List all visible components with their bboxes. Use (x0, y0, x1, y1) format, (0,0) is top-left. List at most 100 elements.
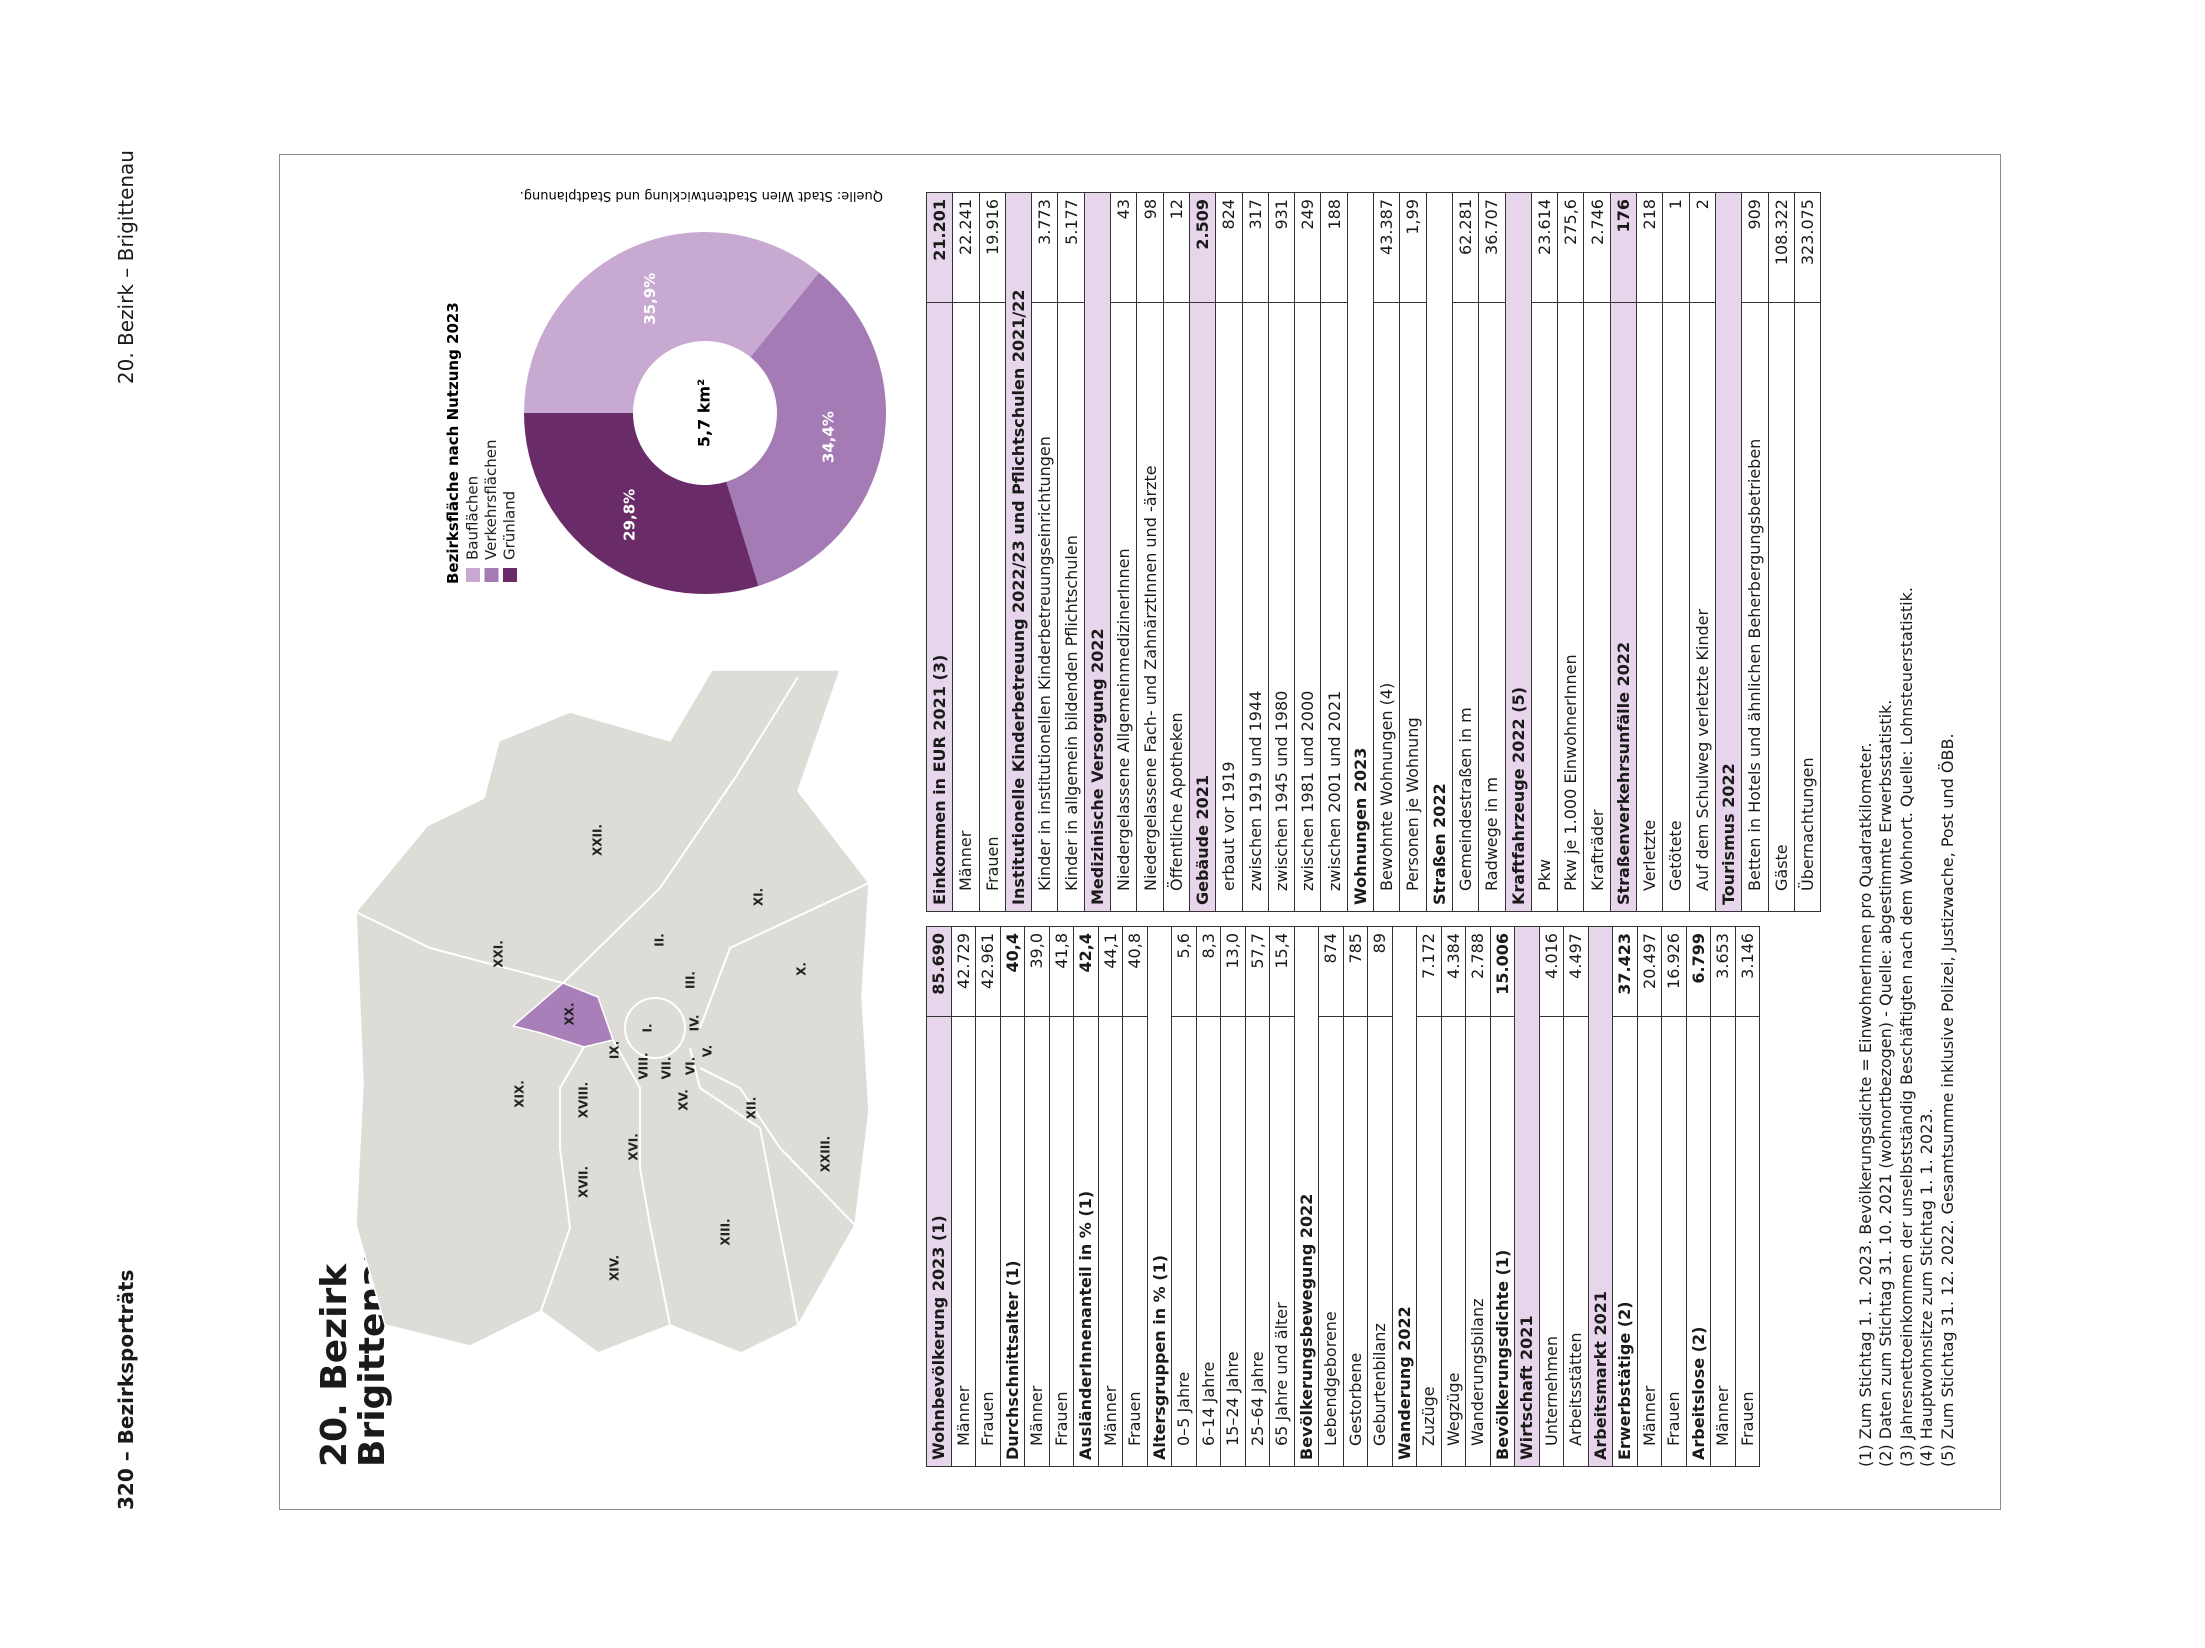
table-row: Betten in Hotels und ähnlichen Beherberg… (1741, 192, 1768, 912)
legend-swatch (484, 568, 499, 582)
row-value: 7.172 (1416, 926, 1441, 1017)
row-label: Krafträder (1583, 302, 1611, 912)
section-value: 40,4 (1000, 926, 1025, 1017)
row-label: Wanderungsbilanz (1465, 1016, 1490, 1467)
section-label: Wanderung 2022 (1392, 926, 1417, 1467)
row-value: 42.729 (951, 926, 976, 1017)
row-value: 323.075 (1794, 192, 1821, 303)
row-label: Männer (1098, 1016, 1123, 1467)
table-row: Erwerbstätige (2) 37.423 (1612, 926, 1637, 1467)
donut-value-label: 34,4% (820, 411, 838, 463)
table: Wohnbevölkerung 2023 (1) 85.690 Männer 42.7… (926, 926, 1760, 1467)
row-label: 15–24 Jahre (1220, 1016, 1245, 1467)
row-label: Radwege in m (1478, 302, 1506, 912)
district-label: III. (684, 971, 698, 989)
source: Quelle: Stadt Wien Stadtentwicklung und … (520, 188, 883, 203)
table-row: Auf dem Schulweg verletzte Kinder 2 (1689, 192, 1716, 912)
section-value: 2.509 (1189, 192, 1216, 303)
row-value: 2 (1689, 192, 1716, 303)
legend-label: Verkehrsflächen (482, 440, 500, 561)
district-label: X. (795, 962, 809, 976)
table-row: Gebäude 2021 2.509 (1189, 192, 1216, 912)
row-value: 43 (1110, 192, 1137, 303)
row-value: 42.961 (975, 926, 1000, 1017)
border (699, 1067, 856, 1226)
row-label: Pkw je 1.000 EinwohnerInnen (1557, 302, 1584, 912)
row-value: 909 (1741, 192, 1768, 303)
row-label: Frauen (1735, 1016, 1760, 1467)
table-row: Arbeitsstätten 4.497 (1563, 926, 1588, 1467)
table-row: Bevölkerungsdichte (1) 15.006 (1490, 926, 1515, 1467)
table-row: Frauen 40,8 (1122, 926, 1147, 1467)
table-row: Männer 20.497 (1637, 926, 1662, 1467)
row-value: 89 (1367, 926, 1392, 1017)
legend-label: Bauflächen (464, 476, 482, 560)
table-row: Wegzüge 4.384 (1441, 926, 1466, 1467)
donut-segment (524, 232, 820, 413)
table-row: Kinder in institutionellen Kinderbetreuu… (1031, 192, 1058, 912)
row-value: 3.773 (1031, 192, 1058, 303)
table-row: Pkw je 1.000 EinwohnerInnen 275,6 (1557, 192, 1584, 912)
section-label: AusländerInnenanteil in % (1) (1073, 1016, 1098, 1467)
row-value: 4.497 (1563, 926, 1588, 1017)
row-label: Getötete (1662, 302, 1690, 912)
row-value: 8,3 (1196, 926, 1221, 1017)
row-value: 5,6 (1171, 926, 1196, 1017)
row-value: 874 (1318, 926, 1343, 1017)
section-label: Wirtschaft 2021 (1514, 926, 1539, 1467)
table-row: Gemeindestraßen in m 62.281 (1452, 192, 1479, 912)
row-label: erbaut vor 1919 (1215, 302, 1243, 912)
table-row: Wohnungen 2023 (1347, 192, 1374, 912)
table-row: Wirtschaft 2021 (1514, 926, 1539, 1467)
row-value: 62.281 (1452, 192, 1479, 303)
row-value: 43.387 (1373, 192, 1400, 303)
donut-segment (726, 272, 886, 586)
section-value: 37.423 (1612, 926, 1637, 1017)
table-row: Niedergelassene AllgemeinmedizinerInnen 4… (1110, 192, 1137, 912)
table-row: Unternehmen 4.016 (1539, 926, 1564, 1467)
row-value: 3.146 (1735, 926, 1760, 1017)
section-label: Kraftfahrzeuge 2022 (5) (1505, 192, 1532, 912)
table-row: Tourismus 2022 (1715, 192, 1742, 912)
footnote: (5) Zum Stichtag 31. 12. 2022. Gesamtsum… (1937, 733, 1957, 1467)
district-label: XXII. (591, 824, 605, 856)
table-row: Altersgruppen in % (1) (1147, 926, 1172, 1467)
row-label: Betten in Hotels und ähnlichen Beherberg… (1741, 302, 1768, 912)
row-label: 65 Jahre und älter (1269, 1016, 1294, 1467)
row-value: 2.788 (1465, 926, 1490, 1017)
row-label: Niedergelassene Fach- und ZahnärztInnen … (1136, 302, 1164, 912)
row-label: Verletzte (1636, 302, 1663, 912)
section-value: 21.201 (926, 192, 953, 303)
table-row: Männer 39,0 (1024, 926, 1049, 1467)
section-label: Straßen 2022 (1426, 192, 1453, 912)
district-label: XI. (752, 888, 766, 906)
row-value: 16.926 (1661, 926, 1686, 1017)
row-value: 12 (1163, 192, 1190, 303)
row-value: 1,99 (1399, 192, 1427, 303)
table-row: Geburtenbilanz 89 (1367, 926, 1392, 1467)
map-outline (355, 669, 870, 1354)
row-value: 15,4 (1269, 926, 1294, 1017)
section-label: Medizinische Versorgung 2022 (1084, 192, 1111, 912)
row-label: Gemeindestraßen in m (1452, 302, 1479, 912)
section-value: 42,4 (1073, 926, 1098, 1017)
highlighted-district (511, 982, 614, 1048)
row-value: 44,1 (1098, 926, 1123, 1017)
district-label: V. (701, 1045, 715, 1057)
table-row: Kinder in allgemein bildenden Pflichtsch… (1057, 192, 1085, 912)
row-value: 13,0 (1220, 926, 1245, 1017)
row-value: 218 (1636, 192, 1663, 303)
donut-value-label: 35,9% (641, 273, 659, 325)
section-label: Straßenverkehrsunfälle 2022 (1610, 302, 1637, 912)
section-label: Erwerbstätige (2) (1612, 1016, 1637, 1467)
row-label: Frauen (1049, 1016, 1074, 1467)
table-row: Frauen 42.961 (975, 926, 1000, 1467)
row-label: Frauen (1122, 1016, 1147, 1467)
district-label: XVII. (577, 1166, 591, 1198)
table-row: zwischen 1919 und 1944 317 (1242, 192, 1269, 912)
donut-segment (524, 413, 759, 594)
row-label: Übernachtungen (1794, 302, 1821, 912)
table-row: Radwege in m 36.707 (1478, 192, 1506, 912)
table-row: Straßen 2022 (1426, 192, 1453, 912)
